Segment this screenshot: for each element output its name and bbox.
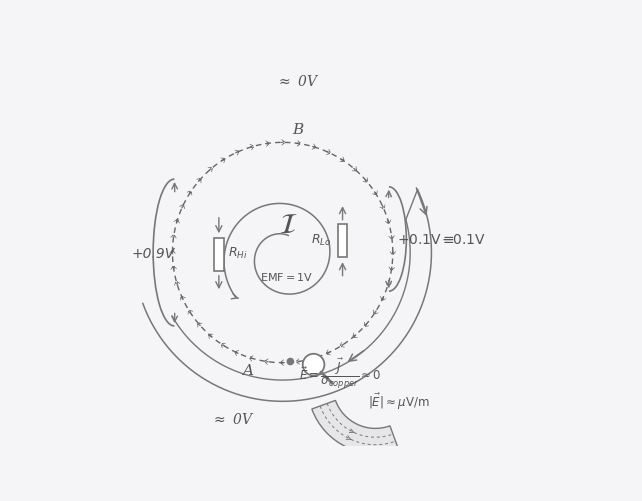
Text: $- 0.1\mathrm{V}$: $- 0.1\mathrm{V}$ xyxy=(441,232,486,246)
Text: $\approx$ 0V: $\approx$ 0V xyxy=(211,411,254,426)
Text: $|\vec{E}| \approx \mu\mathrm{V/m}$: $|\vec{E}| \approx \mu\mathrm{V/m}$ xyxy=(368,392,429,411)
Bar xyxy=(214,238,223,272)
Text: $+0.1\mathrm{V} \equiv$: $+0.1\mathrm{V} \equiv$ xyxy=(397,232,455,246)
Wedge shape xyxy=(312,401,399,453)
Bar xyxy=(338,225,347,258)
Circle shape xyxy=(303,354,324,376)
Text: $\mathsf{EMF=1V}$: $\mathsf{EMF=1V}$ xyxy=(260,270,313,282)
Text: $\approx$ 0V: $\approx$ 0V xyxy=(276,74,320,89)
Text: $\mathcal{I}$: $\mathcal{I}$ xyxy=(279,210,298,238)
Text: +0.9V: +0.9V xyxy=(132,246,175,260)
Text: $R_{Lo}$: $R_{Lo}$ xyxy=(311,232,332,247)
Text: B: B xyxy=(293,123,304,137)
Text: $\vec{E} = \dfrac{\vec{J}}{\sigma_{copper}} \approx 0$: $\vec{E} = \dfrac{\vec{J}}{\sigma_{coppe… xyxy=(299,355,382,390)
Text: A: A xyxy=(242,364,254,378)
Text: $R_{Hi}$: $R_{Hi}$ xyxy=(229,245,248,261)
Circle shape xyxy=(287,359,293,365)
